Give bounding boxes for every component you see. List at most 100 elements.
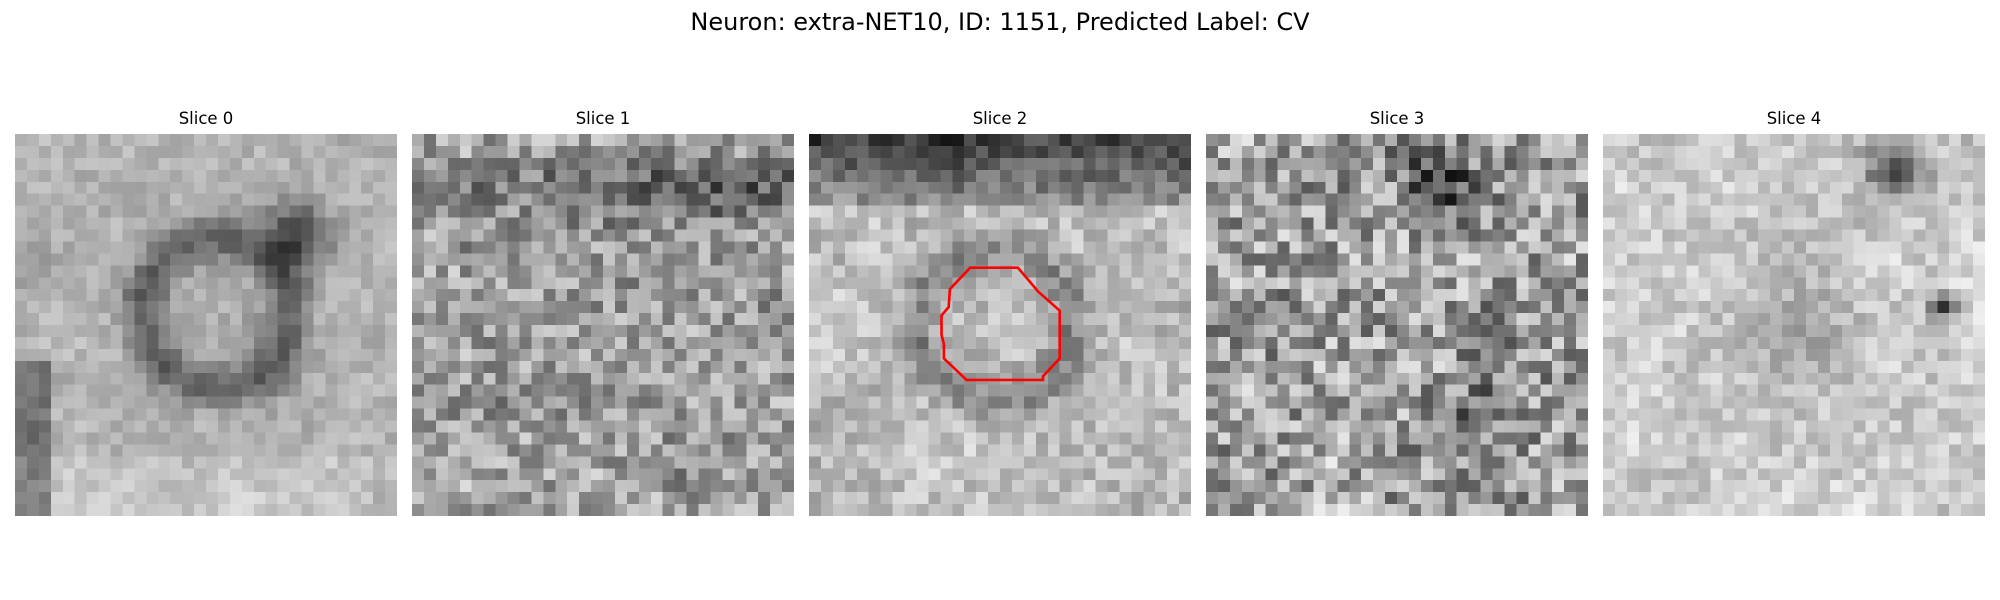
pixel bbox=[1071, 217, 1084, 230]
pixel bbox=[447, 145, 460, 159]
pixel bbox=[591, 229, 604, 242]
pixel bbox=[1516, 420, 1529, 433]
pixel bbox=[1179, 336, 1191, 350]
pixel bbox=[555, 289, 568, 302]
pixel bbox=[170, 313, 183, 326]
pixel bbox=[746, 253, 759, 266]
pixel bbox=[1241, 277, 1254, 290]
pixel bbox=[782, 193, 794, 206]
pixel bbox=[1540, 157, 1553, 171]
pixel bbox=[1373, 456, 1386, 469]
pixel bbox=[277, 134, 290, 147]
pixel bbox=[435, 396, 449, 409]
pixel bbox=[782, 169, 794, 182]
pixel bbox=[313, 348, 326, 362]
pixel bbox=[1889, 360, 1902, 373]
pixel bbox=[412, 336, 425, 350]
pixel bbox=[698, 241, 711, 254]
pixel bbox=[1552, 492, 1565, 505]
pixel bbox=[1710, 444, 1723, 457]
pixel bbox=[1877, 229, 1890, 242]
pixel bbox=[1385, 468, 1398, 481]
pixel bbox=[758, 301, 771, 314]
pixel bbox=[1325, 193, 1338, 206]
pixel bbox=[698, 193, 711, 206]
pixel bbox=[1853, 157, 1866, 171]
pixel bbox=[1119, 169, 1132, 182]
pixel bbox=[1167, 313, 1180, 326]
pixel bbox=[349, 301, 362, 314]
pixel bbox=[1361, 456, 1374, 469]
pixel bbox=[734, 444, 747, 457]
pixel bbox=[1949, 325, 1962, 338]
pixel bbox=[892, 145, 905, 159]
pixel bbox=[265, 432, 278, 445]
pixel bbox=[809, 504, 822, 516]
pixel bbox=[1107, 360, 1120, 373]
pixel bbox=[746, 468, 759, 481]
pixel bbox=[1889, 265, 1902, 278]
pixel bbox=[1241, 145, 1254, 159]
pixel bbox=[1083, 372, 1096, 385]
pixel bbox=[1540, 241, 1553, 254]
pixel bbox=[770, 181, 783, 194]
pixel bbox=[1674, 217, 1687, 230]
pixel bbox=[686, 241, 699, 254]
pixel bbox=[567, 253, 580, 266]
pixel bbox=[1686, 444, 1699, 457]
pixel bbox=[1552, 229, 1565, 242]
pixel bbox=[964, 348, 977, 362]
pixel bbox=[1901, 229, 1914, 242]
pixel bbox=[1000, 145, 1013, 159]
pixel bbox=[698, 157, 711, 171]
pixel bbox=[1468, 265, 1481, 278]
pixel bbox=[1638, 169, 1651, 182]
pixel bbox=[1853, 372, 1866, 385]
pixel bbox=[856, 384, 869, 397]
pixel bbox=[1456, 492, 1469, 505]
pixel bbox=[447, 217, 460, 230]
pixel bbox=[1889, 205, 1902, 218]
pixel bbox=[313, 360, 326, 373]
pixel bbox=[86, 384, 99, 397]
pixel bbox=[1241, 229, 1254, 242]
pixel bbox=[650, 229, 663, 242]
pixel bbox=[1337, 265, 1350, 278]
pixel bbox=[1179, 313, 1191, 326]
pixel bbox=[1385, 301, 1398, 314]
pixel bbox=[1528, 480, 1541, 493]
pixel bbox=[325, 420, 338, 433]
pixel bbox=[1552, 408, 1565, 421]
pixel bbox=[241, 205, 254, 218]
pixel bbox=[1576, 193, 1588, 206]
pixel bbox=[820, 253, 834, 266]
pixel bbox=[253, 193, 266, 206]
pixel bbox=[229, 289, 243, 302]
pixel bbox=[844, 205, 857, 218]
pixel bbox=[1853, 301, 1866, 314]
pixel bbox=[555, 492, 568, 505]
pixel bbox=[1000, 432, 1013, 445]
pixel bbox=[1253, 301, 1266, 314]
pixel bbox=[1456, 336, 1469, 350]
pixel bbox=[976, 217, 989, 230]
pixel bbox=[591, 313, 604, 326]
pixel bbox=[277, 384, 290, 397]
pixel bbox=[146, 289, 159, 302]
pixel bbox=[770, 456, 783, 469]
pixel bbox=[543, 289, 556, 302]
pixel bbox=[614, 348, 628, 362]
pixel bbox=[289, 456, 302, 469]
pixel bbox=[1253, 193, 1266, 206]
pixel bbox=[856, 205, 869, 218]
pixel bbox=[241, 193, 254, 206]
pixel bbox=[229, 277, 243, 290]
pixel bbox=[1432, 205, 1445, 218]
pixel bbox=[686, 265, 699, 278]
pixel bbox=[603, 289, 616, 302]
pixel bbox=[1143, 372, 1156, 385]
pixel bbox=[746, 134, 759, 147]
pixel bbox=[459, 277, 472, 290]
pixel bbox=[1301, 336, 1314, 350]
pixel bbox=[1817, 301, 1831, 314]
